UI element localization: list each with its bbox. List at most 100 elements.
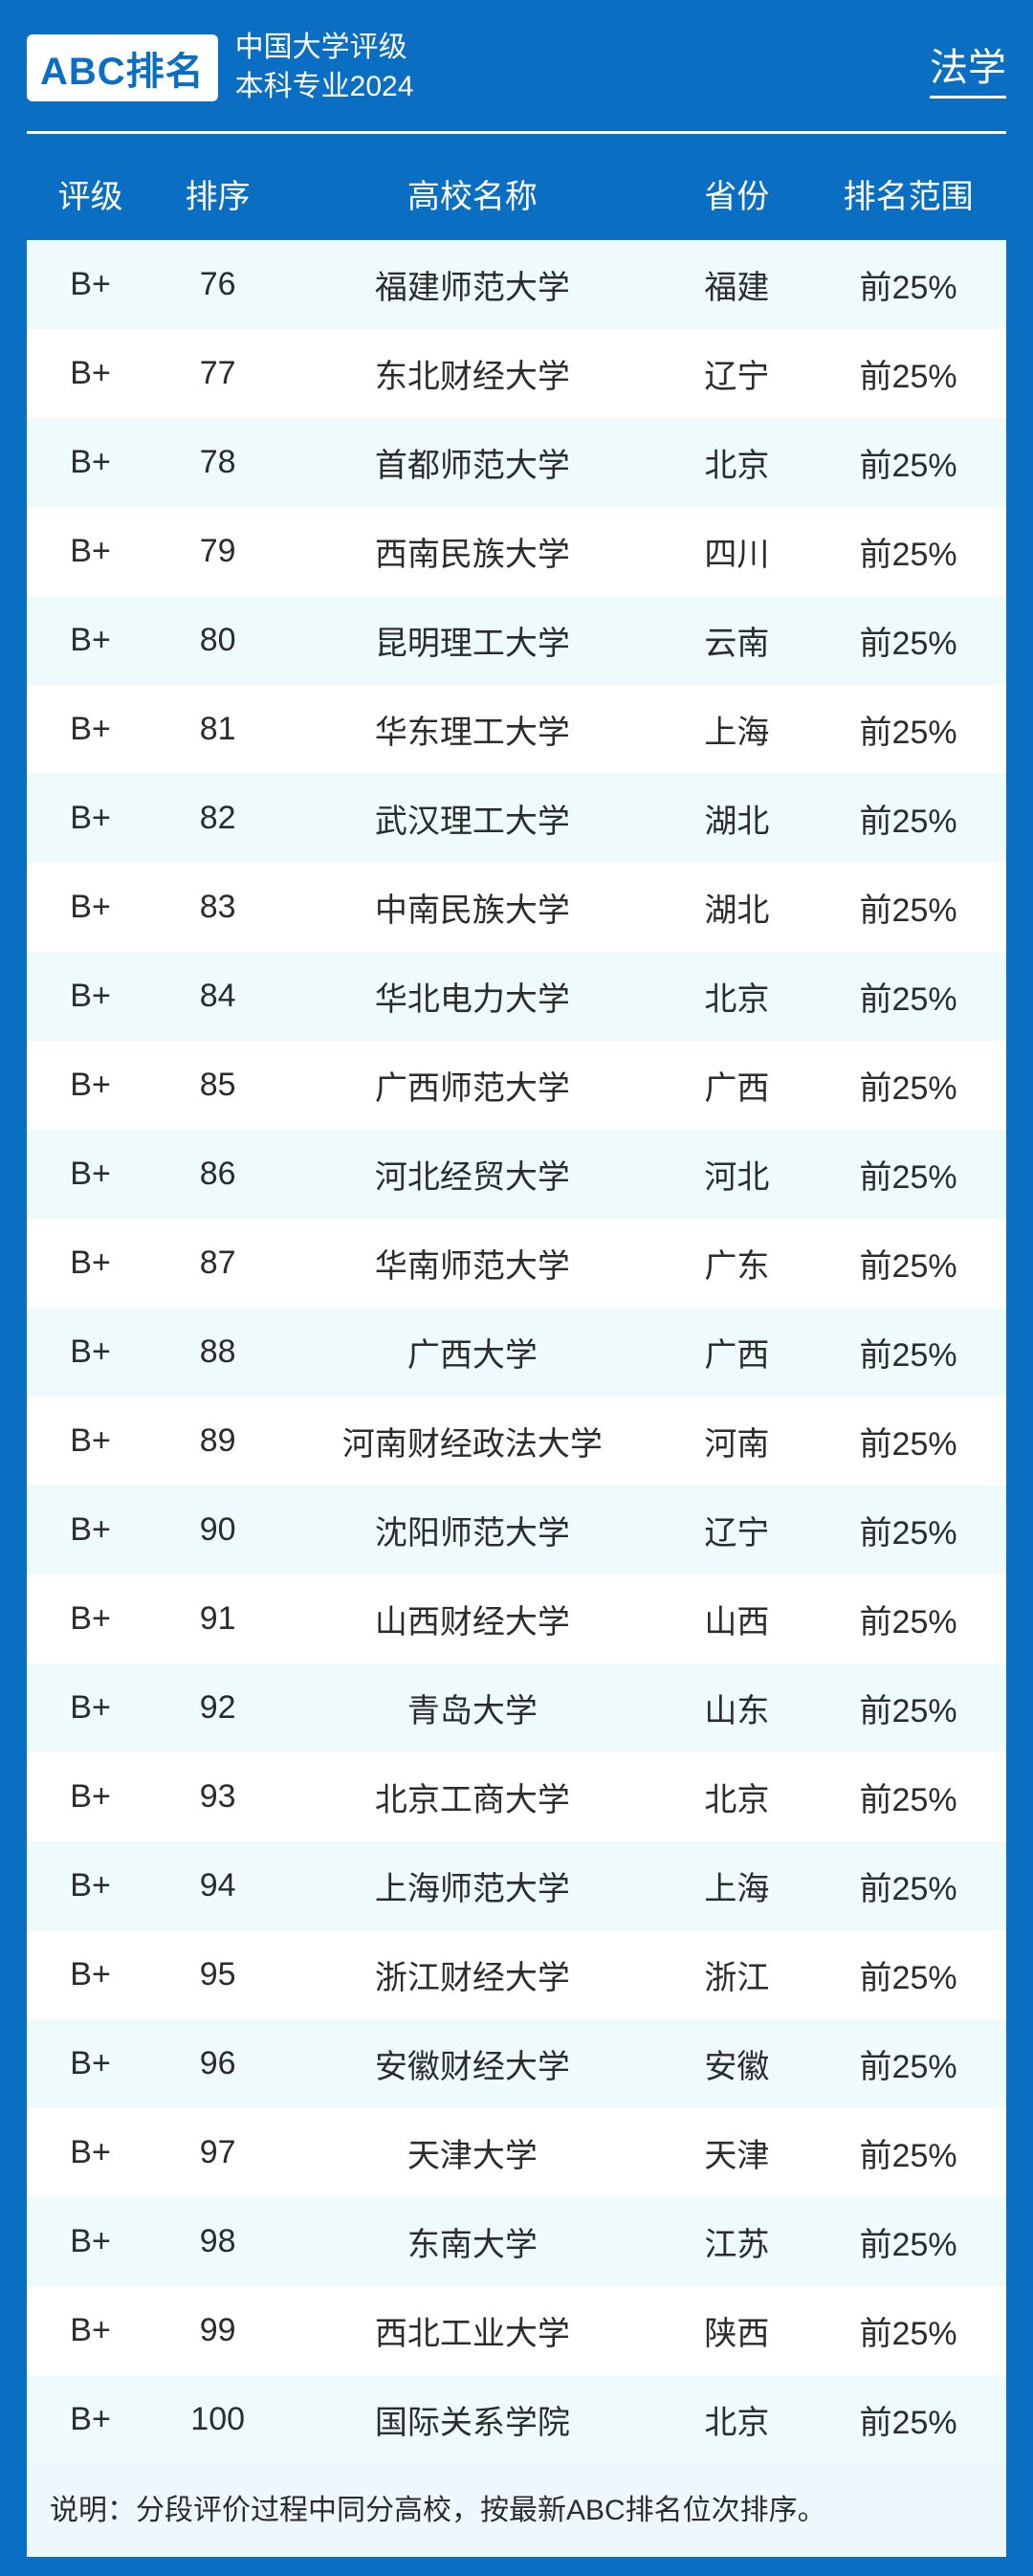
cell-rank: 95 (154, 1930, 281, 2019)
table-row: B+87华南师范大学广东前25% (27, 1219, 1006, 1308)
cell-name: 东北财经大学 (281, 329, 663, 418)
table-row: B+100国际关系学院北京前25% (27, 2375, 1006, 2464)
cell-province: 广西 (664, 1041, 811, 1130)
cell-name: 山西财经大学 (281, 1574, 663, 1663)
cell-grade: B+ (27, 952, 154, 1041)
cell-range: 前25% (810, 2375, 1006, 2464)
title-line-1: 中国大学评级 (235, 29, 414, 68)
cell-range: 前25% (810, 952, 1006, 1041)
cell-rank: 94 (154, 1841, 281, 1930)
header-left: ABC排名 中国大学评级 本科专业2024 (27, 29, 413, 106)
cell-province: 辽宁 (664, 329, 811, 418)
cell-name: 首都师范大学 (281, 418, 663, 507)
table-row: B+82武汉理工大学湖北前25% (27, 774, 1006, 863)
cell-grade: B+ (27, 1308, 154, 1397)
cell-rank: 91 (154, 1574, 281, 1663)
cell-rank: 85 (154, 1041, 281, 1130)
cell-range: 前25% (810, 1752, 1006, 1841)
cell-range: 前25% (810, 596, 1006, 685)
cell-range: 前25% (810, 1574, 1006, 1663)
cell-range: 前25% (810, 685, 1006, 774)
cell-rank: 76 (154, 240, 281, 329)
cell-name: 西北工业大学 (281, 2286, 663, 2375)
cell-grade: B+ (27, 1486, 154, 1574)
cell-grade: B+ (27, 2019, 154, 2108)
cell-range: 前25% (810, 329, 1006, 418)
subject-label: 法学 (930, 36, 1006, 99)
cell-grade: B+ (27, 1930, 154, 2019)
cell-rank: 92 (154, 1663, 281, 1752)
cell-range: 前25% (810, 863, 1006, 952)
cell-province: 天津 (664, 2108, 811, 2197)
cell-grade: B+ (27, 507, 154, 596)
cell-province: 北京 (664, 418, 811, 507)
cell-province: 上海 (664, 685, 811, 774)
cell-province: 广东 (664, 1219, 811, 1308)
cell-grade: B+ (27, 1397, 154, 1486)
col-header-name: 高校名称 (281, 151, 663, 240)
cell-range: 前25% (810, 1397, 1006, 1486)
cell-name: 武汉理工大学 (281, 774, 663, 863)
cell-grade: B+ (27, 685, 154, 774)
cell-grade: B+ (27, 596, 154, 685)
ranking-table: 评级 排序 高校名称 省份 排名范围 B+76福建师范大学福建前25%B+77东… (27, 151, 1006, 2464)
cell-name: 安徽财经大学 (281, 2019, 663, 2108)
cell-name: 河北经贸大学 (281, 1130, 663, 1219)
cell-name: 上海师范大学 (281, 1841, 663, 1930)
cell-name: 华北电力大学 (281, 952, 663, 1041)
table-row: B+89河南财经政法大学河南前25% (27, 1397, 1006, 1486)
table-row: B+99西北工业大学陕西前25% (27, 2286, 1006, 2375)
table-row: B+80昆明理工大学云南前25% (27, 596, 1006, 685)
cell-range: 前25% (810, 2286, 1006, 2375)
cell-province: 辽宁 (664, 1486, 811, 1574)
table-row: B+86河北经贸大学河北前25% (27, 1130, 1006, 1219)
cell-province: 湖北 (664, 774, 811, 863)
table-row: B+93北京工商大学北京前25% (27, 1752, 1006, 1841)
cell-range: 前25% (810, 2019, 1006, 2108)
table-row: B+92青岛大学山东前25% (27, 1663, 1006, 1752)
cell-name: 广西大学 (281, 1308, 663, 1397)
cell-grade: B+ (27, 774, 154, 863)
cell-name: 昆明理工大学 (281, 596, 663, 685)
cell-grade: B+ (27, 863, 154, 952)
cell-rank: 87 (154, 1219, 281, 1308)
cell-province: 北京 (664, 1752, 811, 1841)
cell-grade: B+ (27, 1841, 154, 1930)
cell-name: 浙江财经大学 (281, 1930, 663, 2019)
cell-province: 福建 (664, 240, 811, 329)
cell-rank: 80 (154, 596, 281, 685)
cell-name: 福建师范大学 (281, 240, 663, 329)
table-row: B+84华北电力大学北京前25% (27, 952, 1006, 1041)
cell-name: 河南财经政法大学 (281, 1397, 663, 1486)
cell-name: 华南师范大学 (281, 1219, 663, 1308)
page-container: ABC排名 中国大学评级 本科专业2024 法学 评级 排序 高校名称 省份 排… (0, 0, 1033, 2576)
table-row: B+81华东理工大学上海前25% (27, 685, 1006, 774)
cell-province: 北京 (664, 2375, 811, 2464)
cell-rank: 99 (154, 2286, 281, 2375)
cell-name: 北京工商大学 (281, 1752, 663, 1841)
col-header-province: 省份 (664, 151, 811, 240)
cell-province: 陕西 (664, 2286, 811, 2375)
cell-province: 山东 (664, 1663, 811, 1752)
cell-name: 广西师范大学 (281, 1041, 663, 1130)
cell-name: 天津大学 (281, 2108, 663, 2197)
cell-grade: B+ (27, 2197, 154, 2286)
page-header: ABC排名 中国大学评级 本科专业2024 法学 (27, 29, 1006, 134)
table-header-row: 评级 排序 高校名称 省份 排名范围 (27, 151, 1006, 240)
cell-range: 前25% (810, 1841, 1006, 1930)
table-row: B+88广西大学广西前25% (27, 1308, 1006, 1397)
cell-rank: 81 (154, 685, 281, 774)
logo-badge: ABC排名 (27, 34, 218, 101)
header-titles: 中国大学评级 本科专业2024 (235, 29, 414, 106)
cell-grade: B+ (27, 1041, 154, 1130)
cell-range: 前25% (810, 2197, 1006, 2286)
table-row: B+83中南民族大学湖北前25% (27, 863, 1006, 952)
cell-province: 广西 (664, 1308, 811, 1397)
footer-note: 说明：分段评价过程中同分高校，按最新ABC排名位次排序。 (27, 2464, 1006, 2557)
cell-province: 安徽 (664, 2019, 811, 2108)
table-row: B+95浙江财经大学浙江前25% (27, 1930, 1006, 2019)
cell-rank: 84 (154, 952, 281, 1041)
cell-range: 前25% (810, 507, 1006, 596)
cell-range: 前25% (810, 774, 1006, 863)
cell-rank: 83 (154, 863, 281, 952)
